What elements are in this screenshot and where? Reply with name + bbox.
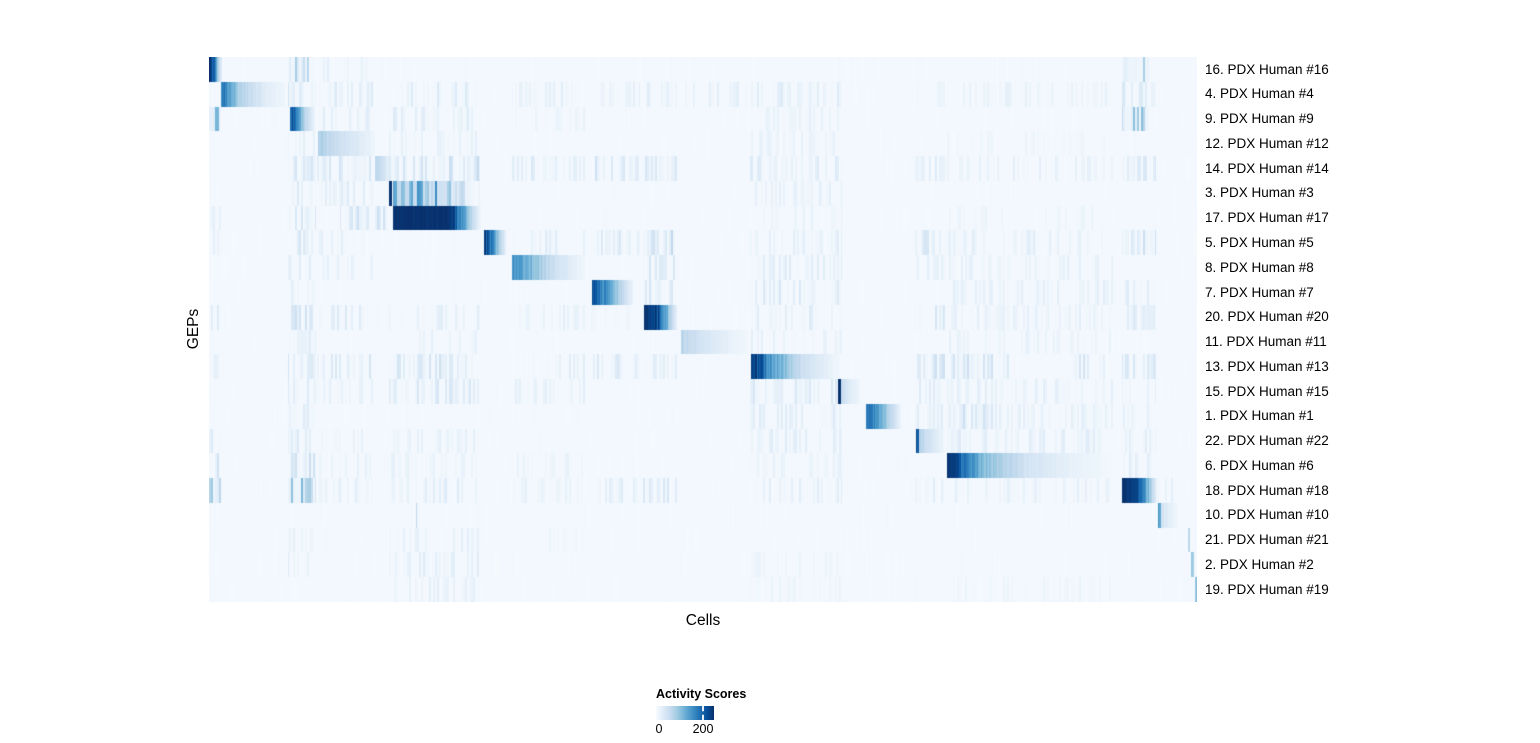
row-label: 22. PDX Human #22 bbox=[1205, 433, 1329, 449]
legend-tick-label-200: 200 bbox=[692, 722, 714, 736]
row-labels: 16. PDX Human #16 4. PDX Human #4 9. PDX H… bbox=[1205, 57, 1329, 602]
row-label: 16. PDX Human #16 bbox=[1205, 61, 1329, 77]
x-axis-label: Cells bbox=[685, 612, 721, 629]
row-label: 3. PDX Human #3 bbox=[1205, 185, 1314, 201]
row-label: 10. PDX Human #10 bbox=[1205, 507, 1329, 523]
row-label: 13. PDX Human #13 bbox=[1205, 358, 1329, 374]
row-label: 11. PDX Human #11 bbox=[1205, 334, 1327, 350]
legend: Activity Scores 0 200 bbox=[656, 687, 776, 738]
row-label: 17. PDX Human #17 bbox=[1205, 210, 1329, 226]
row-label: 6. PDX Human #6 bbox=[1205, 457, 1314, 473]
legend-tick-label-0: 0 bbox=[655, 722, 663, 736]
row-label: 21. PDX Human #21 bbox=[1205, 532, 1329, 548]
y-axis-label: GEPs bbox=[185, 308, 202, 350]
row-label: 7. PDX Human #7 bbox=[1205, 284, 1314, 300]
row-label: 19. PDX Human #19 bbox=[1205, 581, 1329, 597]
row-label: 2. PDX Human #2 bbox=[1205, 556, 1314, 572]
row-label: 15. PDX Human #15 bbox=[1205, 383, 1329, 399]
legend-ticks: 0 200 bbox=[656, 722, 776, 738]
heatmap-canvas bbox=[209, 57, 1197, 602]
row-label: 9. PDX Human #9 bbox=[1205, 111, 1314, 127]
row-label: 20. PDX Human #20 bbox=[1205, 309, 1329, 325]
row-label: 14. PDX Human #14 bbox=[1205, 160, 1329, 176]
legend-tick-mark bbox=[702, 706, 704, 720]
row-label: 1. PDX Human #1 bbox=[1205, 408, 1314, 424]
legend-gradient-bar bbox=[656, 706, 714, 720]
row-label: 5. PDX Human #5 bbox=[1205, 234, 1314, 250]
legend-title: Activity Scores bbox=[656, 687, 747, 701]
row-label: 8. PDX Human #8 bbox=[1205, 259, 1314, 275]
row-label: 18. PDX Human #18 bbox=[1205, 482, 1329, 498]
row-label: 4. PDX Human #4 bbox=[1205, 86, 1314, 102]
row-label: 12. PDX Human #12 bbox=[1205, 135, 1329, 151]
